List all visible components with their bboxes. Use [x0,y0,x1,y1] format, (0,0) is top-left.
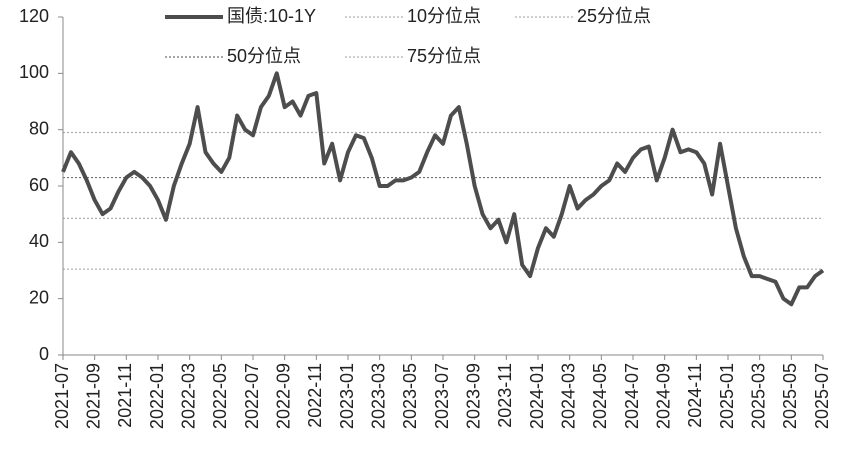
legend-label: 国债:10-1Y [227,6,316,26]
legend-label: 50分位点 [227,46,301,66]
x-tick-label: 2022-09 [273,363,293,429]
x-tick-label: 2022-01 [147,363,167,429]
x-tick-label: 2024-07 [622,363,642,429]
y-tick-label: 40 [29,231,49,251]
legend-label: 25分位点 [577,6,651,26]
x-tick-label: 2022-05 [210,363,230,429]
legend-label: 75分位点 [407,46,481,66]
x-tick-label: 2024-09 [653,363,673,429]
y-tick-label: 80 [29,118,49,138]
y-tick-label: 0 [39,344,49,364]
x-tick-label: 2023-07 [432,363,452,429]
y-tick-label: 20 [29,287,49,307]
x-tick-label: 2025-07 [812,363,832,429]
x-tick-label: 2021-07 [52,363,72,429]
x-tick-label: 2024-05 [590,363,610,429]
x-tick-label: 2023-11 [495,363,515,428]
x-tick-label: 2024-11 [685,363,705,428]
y-tick-label: 120 [19,6,49,26]
x-tick-label: 2025-05 [780,363,800,429]
x-tick-label: 2025-01 [717,363,737,429]
x-tick-label: 2023-09 [463,363,483,429]
series-line [61,71,825,307]
x-tick-label: 2022-03 [178,363,198,429]
legend-label: 10分位点 [407,6,481,26]
x-tick-label: 2021-09 [83,363,103,429]
x-tick-label: 2025-03 [748,363,768,429]
x-tick-label: 2022-11 [305,363,325,428]
x-tick-label: 2022-07 [242,363,262,429]
x-tick-label: 2021-11 [115,363,135,428]
x-tick-label: 2023-01 [337,363,357,429]
x-tick-label: 2024-03 [558,363,578,429]
y-tick-label: 60 [29,175,49,195]
x-tick-label: 2023-05 [400,363,420,429]
x-tick-label: 2024-01 [527,363,547,429]
y-tick-label: 100 [19,62,49,82]
x-tick-label: 2023-03 [368,363,388,429]
